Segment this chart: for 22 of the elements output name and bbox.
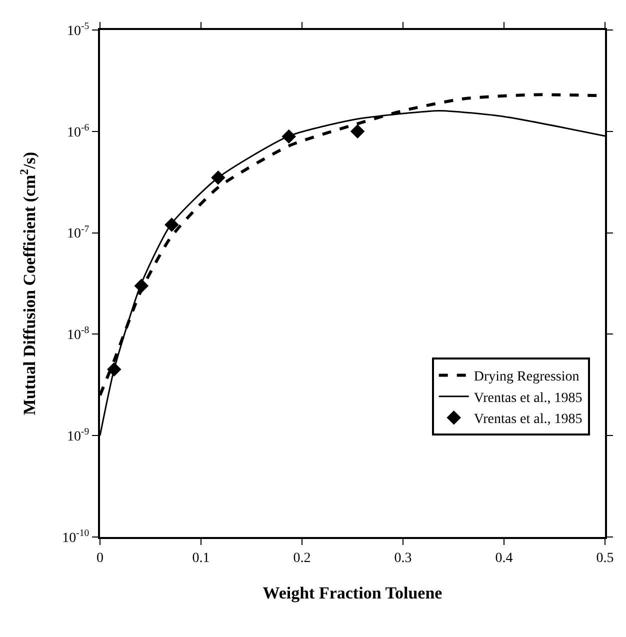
point	[134, 278, 149, 293]
y-tick-label: 10$^{-9}$	[67, 426, 90, 444]
x-tick-label: 0.5	[596, 550, 614, 566]
point	[164, 218, 179, 232]
y-tick-label: 10$^{-10}$	[62, 528, 90, 546]
x-tick-label: 0.4	[495, 550, 513, 566]
x-tick-label: 0.2	[293, 550, 311, 566]
x-tick-label: 0.3	[394, 550, 412, 566]
legend-label: Vrentas et al., 1985	[474, 412, 582, 428]
point	[106, 362, 122, 377]
point	[350, 124, 365, 139]
x-tick-label: 0	[96, 550, 104, 566]
y-tick-label: 10$^{-6}$	[67, 122, 90, 140]
point	[211, 170, 226, 185]
legend-label: Drying Regression	[474, 370, 580, 385]
point	[282, 129, 296, 144]
y-tick-label: 10$^{-7}$	[67, 224, 90, 242]
y-tick-label: 10$^{-5}$	[67, 21, 90, 39]
x-tick-label: 0.1	[192, 550, 210, 566]
x-axis-title: Weight Fraction Toluene	[262, 584, 443, 603]
y-tick-label: 10$^{-8}$	[67, 325, 90, 344]
legend-label: Vrentas et al., 1985	[474, 390, 582, 406]
